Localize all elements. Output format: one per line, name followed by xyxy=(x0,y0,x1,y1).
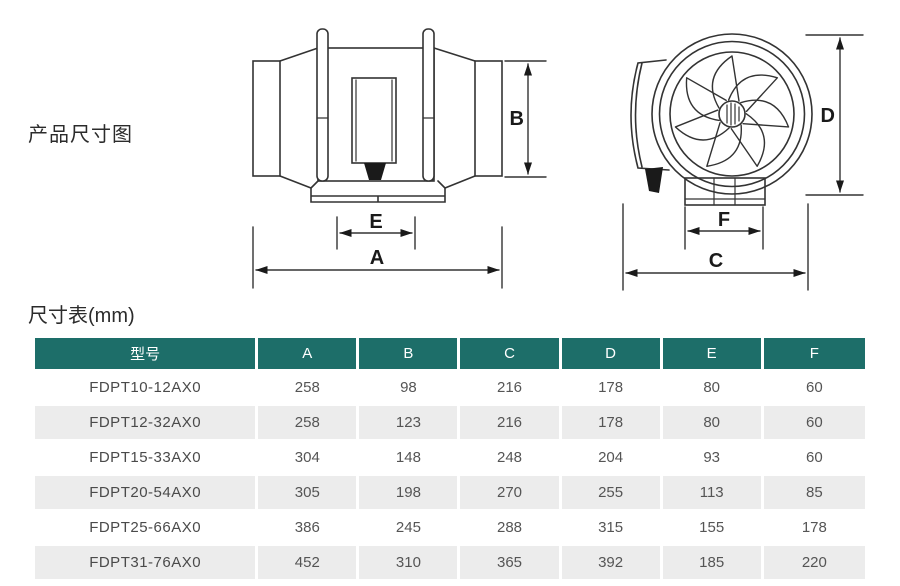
table-row: FDPT12-32AX0 258 123 216 178 80 60 xyxy=(35,406,865,441)
cell-model: FDPT10-12AX0 xyxy=(35,371,259,406)
cell-value: 80 xyxy=(662,371,764,406)
cell-value: 258 xyxy=(258,406,360,441)
hub-hatching xyxy=(726,102,740,126)
cable-gland-side xyxy=(364,163,386,180)
fan-body xyxy=(317,47,435,182)
cell-value: 386 xyxy=(258,511,360,546)
table-row: FDPT25-66AX0 386 245 288 315 155 178 xyxy=(35,511,865,546)
cell-value: 60 xyxy=(763,406,865,441)
col-header-e: E xyxy=(662,338,764,371)
dimension-c: C xyxy=(622,203,809,291)
cell-value: 255 xyxy=(561,476,663,511)
mounting-base xyxy=(684,177,766,206)
table-title: 尺寸表(mm) xyxy=(28,305,135,327)
col-header-model: 型号 xyxy=(35,338,259,371)
impeller-hub xyxy=(718,100,746,128)
cell-value: 258 xyxy=(258,371,360,406)
cell-value: 288 xyxy=(460,511,562,546)
dim-label-a: A xyxy=(370,247,384,269)
cell-value: 98 xyxy=(359,371,461,406)
cell-model: FDPT25-66AX0 xyxy=(35,511,259,546)
taper-lines xyxy=(279,47,476,189)
cell-value: 452 xyxy=(258,546,360,581)
col-header-c: C xyxy=(460,338,562,371)
junction-box xyxy=(351,77,397,164)
right-duct-collar xyxy=(474,60,503,177)
cell-value: 315 xyxy=(561,511,663,546)
cell-value: 80 xyxy=(662,406,764,441)
cell-value: 204 xyxy=(561,441,663,476)
col-header-f: F xyxy=(763,338,865,371)
cell-value: 392 xyxy=(561,546,663,581)
cell-value: 220 xyxy=(763,546,865,581)
table-header-row: 型号 A B C D E F xyxy=(35,338,865,371)
cell-value: 305 xyxy=(258,476,360,511)
dimension-e: E xyxy=(336,211,416,250)
clamp-post-left xyxy=(316,28,329,182)
clamp-post-right xyxy=(422,28,435,182)
cell-value: 178 xyxy=(763,511,865,546)
mounting-bracket xyxy=(310,180,446,203)
dimension-diagrams: B E A xyxy=(252,28,864,291)
dimension-d: D xyxy=(805,34,864,196)
dim-label-c: C xyxy=(709,250,723,272)
table-row: FDPT10-12AX0 258 98 216 178 80 60 xyxy=(35,371,865,406)
cell-value: 60 xyxy=(763,371,865,406)
cell-value: 245 xyxy=(359,511,461,546)
cell-value: 93 xyxy=(662,441,764,476)
impeller-shroud xyxy=(669,51,795,177)
table-row: FDPT15-33AX0 304 148 248 204 93 60 xyxy=(35,441,865,476)
table-row: FDPT31-76AX0 452 310 365 392 185 220 xyxy=(35,546,865,581)
cell-value: 123 xyxy=(359,406,461,441)
cable-gland-front xyxy=(645,167,663,193)
col-header-a: A xyxy=(258,338,360,371)
cell-value: 198 xyxy=(359,476,461,511)
dimension-a: A xyxy=(252,226,503,289)
dim-label-f: F xyxy=(718,209,730,231)
page-title: 产品尺寸图 xyxy=(28,124,133,146)
table-row: FDPT20-54AX0 305 198 270 255 113 85 xyxy=(35,476,865,511)
cell-model: FDPT20-54AX0 xyxy=(35,476,259,511)
side-view-drawing: B E A xyxy=(252,28,547,289)
cell-value: 60 xyxy=(763,441,865,476)
junction-box-front xyxy=(630,59,670,171)
dim-label-b: B xyxy=(510,108,524,130)
cell-value: 113 xyxy=(662,476,764,511)
cell-value: 270 xyxy=(460,476,562,511)
spec-table: 型号 A B C D E F FDPT10-12AX0 258 98 216 1… xyxy=(35,338,865,581)
dimension-f: F xyxy=(684,206,764,250)
cell-value: 148 xyxy=(359,441,461,476)
cell-value: 185 xyxy=(662,546,764,581)
col-header-b: B xyxy=(359,338,461,371)
cell-value: 178 xyxy=(561,371,663,406)
cell-value: 304 xyxy=(258,441,360,476)
dimension-b: B xyxy=(504,60,547,178)
cell-value: 248 xyxy=(460,441,562,476)
cell-value: 216 xyxy=(460,371,562,406)
housing-inner-rim xyxy=(658,40,806,188)
cell-model: FDPT31-76AX0 xyxy=(35,546,259,581)
cell-model: FDPT12-32AX0 xyxy=(35,406,259,441)
cell-value: 155 xyxy=(662,511,764,546)
junction-box-inner-lines xyxy=(355,79,393,162)
cell-value: 216 xyxy=(460,406,562,441)
cell-value: 365 xyxy=(460,546,562,581)
dim-label-d: D xyxy=(821,105,835,127)
left-duct-collar xyxy=(252,60,281,177)
cell-model: FDPT15-33AX0 xyxy=(35,441,259,476)
cell-value: 85 xyxy=(763,476,865,511)
cell-value: 310 xyxy=(359,546,461,581)
impeller-blades xyxy=(674,55,790,167)
dim-label-e: E xyxy=(369,211,382,233)
front-view-drawing: D F C xyxy=(622,33,864,291)
col-header-d: D xyxy=(561,338,663,371)
cell-value: 178 xyxy=(561,406,663,441)
